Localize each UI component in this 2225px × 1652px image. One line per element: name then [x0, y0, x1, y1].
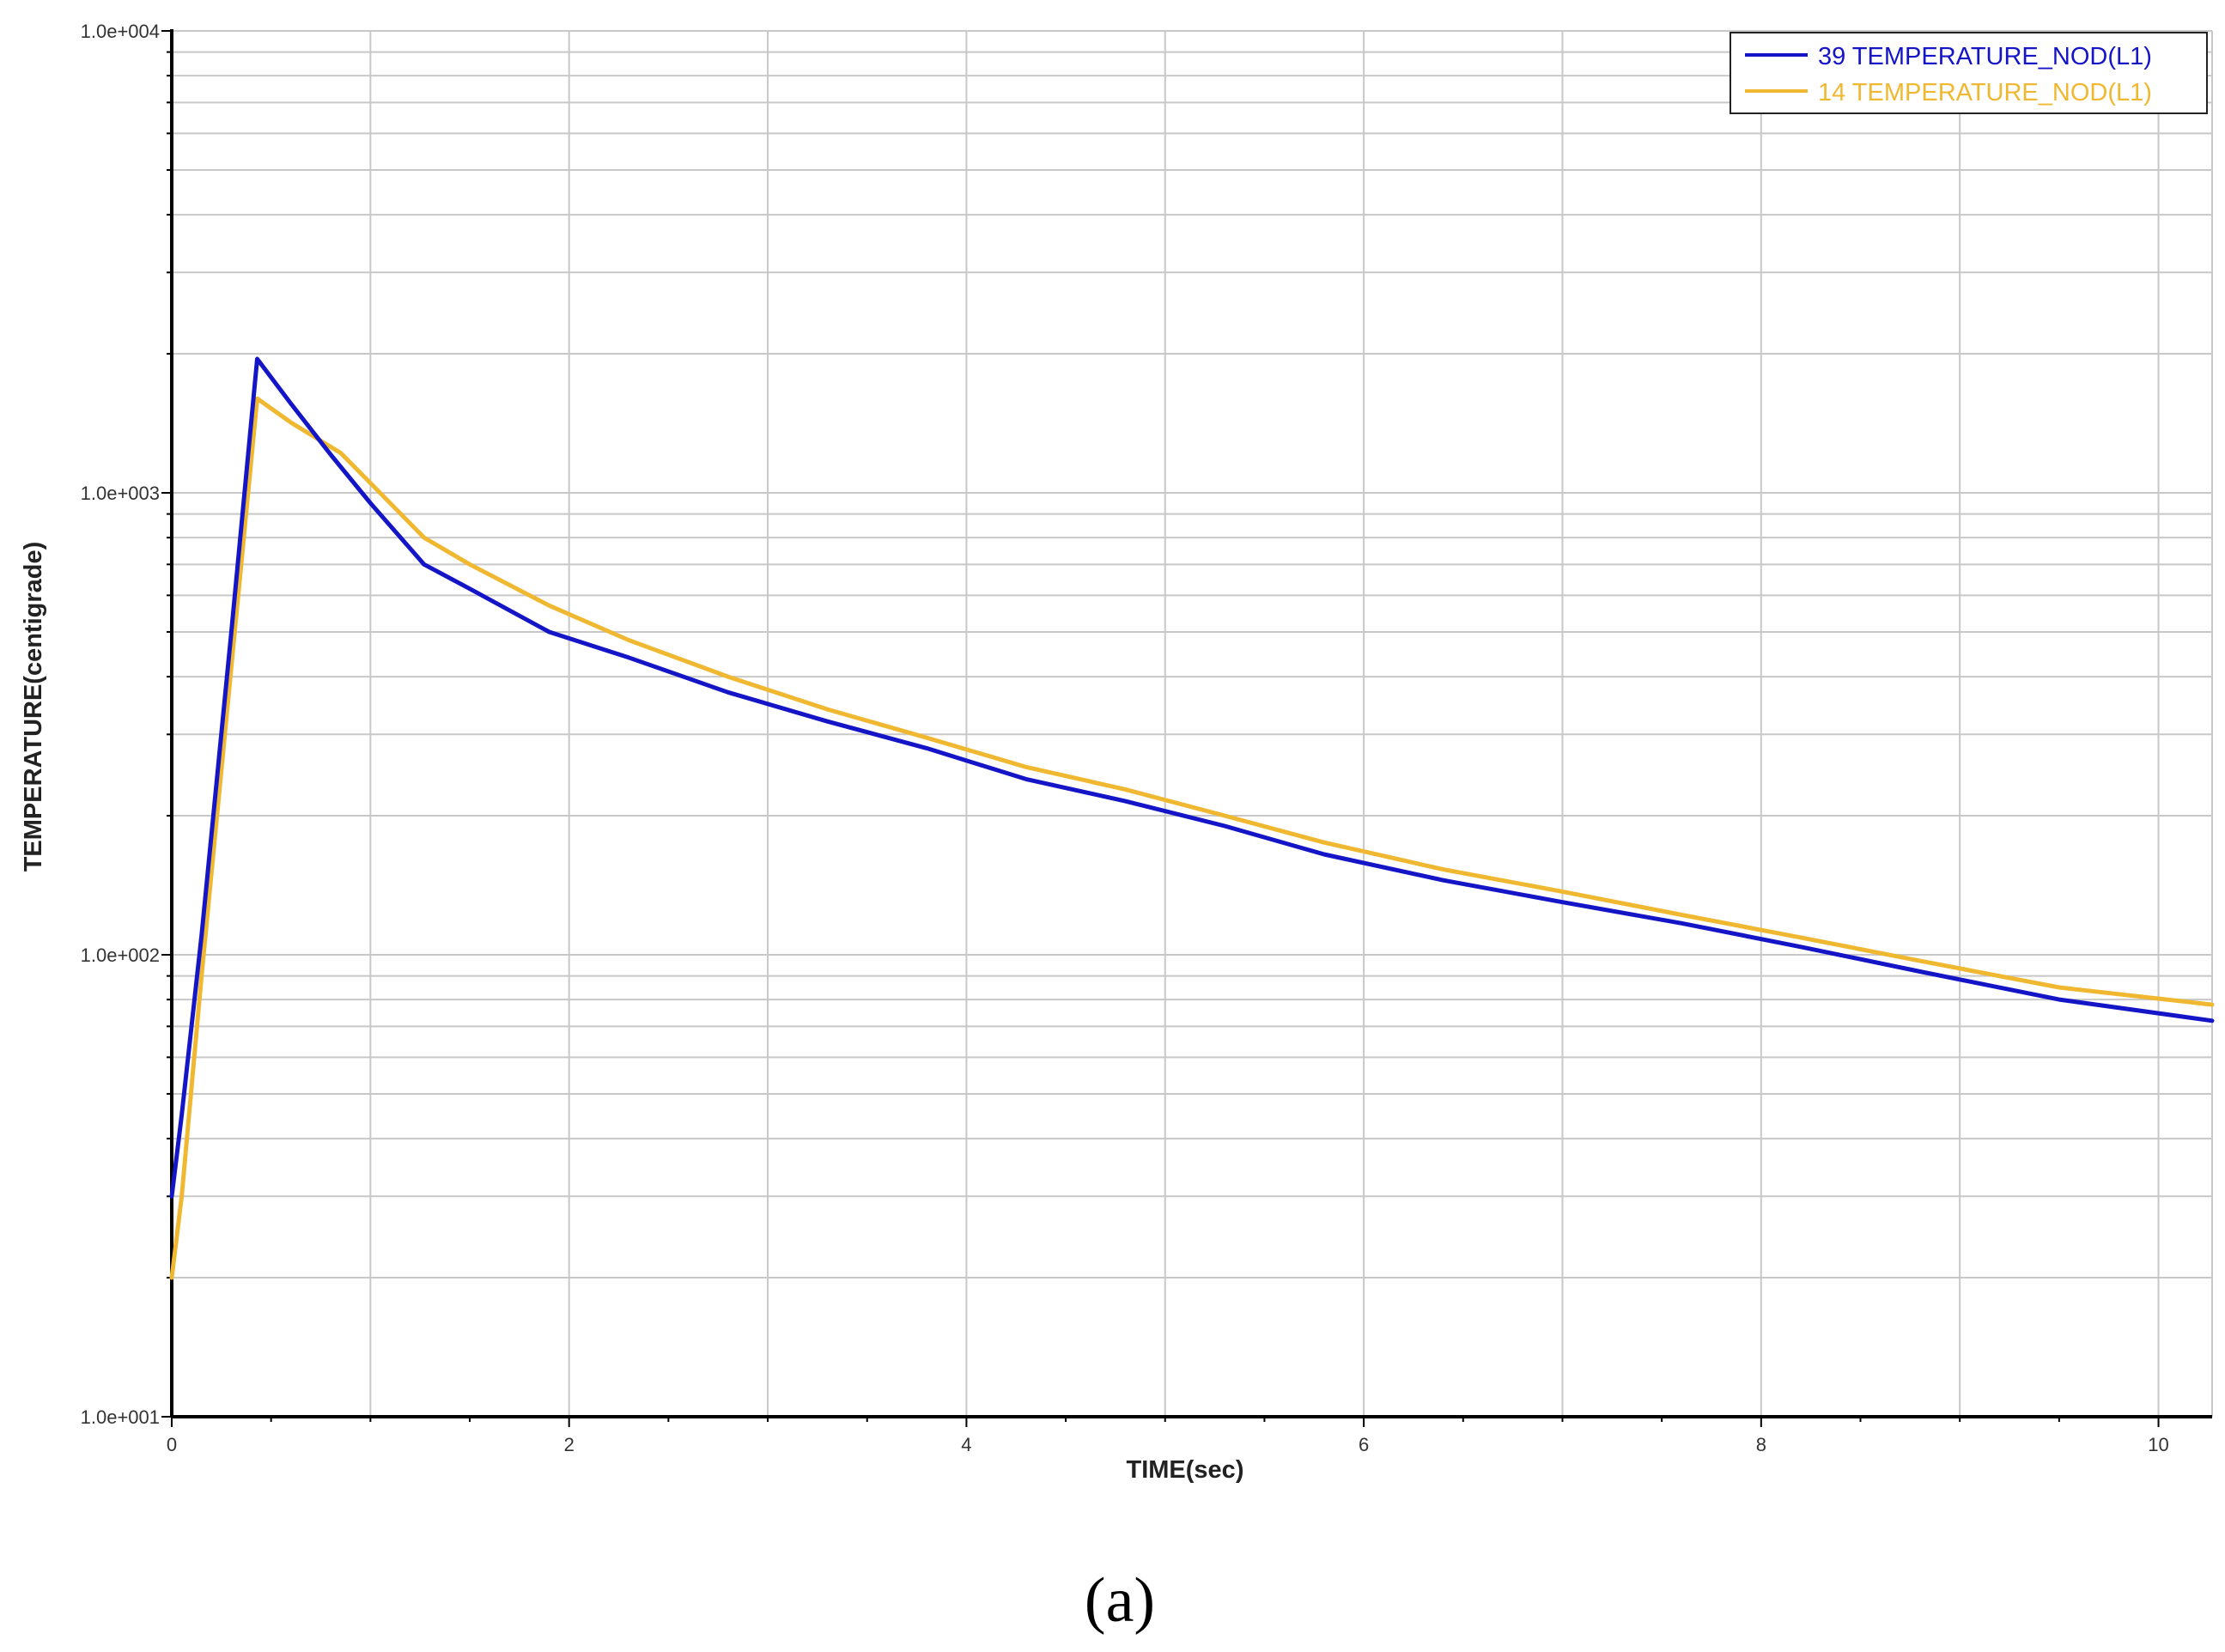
x-axis-title: TIME(sec) — [1127, 1456, 1244, 1484]
series-lines — [169, 356, 2215, 1280]
grid — [171, 30, 2213, 1418]
y-axis-title: TEMPERATURE(centigrade) — [20, 542, 47, 872]
series-line-0 — [169, 356, 2215, 1199]
x-tick-label: 4 — [961, 1434, 971, 1455]
legend: 39 TEMPERATURE_NOD(L1) 14 TEMPERATURE_NO… — [1730, 32, 2208, 114]
y-tick-label: 1.0e+003 — [81, 483, 160, 504]
series-line-1 — [169, 396, 2215, 1280]
legend-label-series-39: 39 TEMPERATURE_NOD(L1) — [1818, 43, 2152, 70]
legend-label-series-14: 14 TEMPERATURE_NOD(L1) — [1818, 79, 2152, 106]
x-tick-label: 2 — [564, 1434, 574, 1455]
y-tick-label: 1.0e+002 — [81, 944, 160, 966]
y-tick-label: 1.0e+001 — [81, 1406, 160, 1428]
y-tick-label: 1.0e+004 — [81, 21, 160, 42]
x-tick-label: 10 — [2148, 1434, 2168, 1455]
x-tick-label: 8 — [1756, 1434, 1766, 1455]
x-tick-label: 0 — [167, 1434, 177, 1455]
tick-labels: 0 2 4 6 8 10 1.0e+001 1.0e+002 1.0e+003 1.0e+004 — [81, 21, 2169, 1455]
panel-label: (a) — [1085, 1565, 1155, 1636]
x-tick-label: 6 — [1359, 1434, 1369, 1455]
legend-box — [1730, 32, 2208, 114]
